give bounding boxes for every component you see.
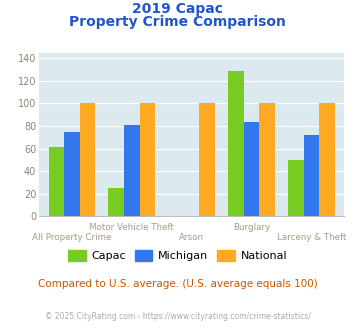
Bar <box>200 104 215 216</box>
Text: Burglary: Burglary <box>233 223 270 232</box>
Bar <box>304 135 319 216</box>
Bar <box>80 104 95 216</box>
Legend: Capac, Michigan, National: Capac, Michigan, National <box>64 246 291 266</box>
Bar <box>109 188 124 216</box>
Bar <box>228 71 244 216</box>
Bar <box>319 104 335 216</box>
Bar <box>288 160 304 216</box>
Bar <box>140 104 155 216</box>
Bar <box>124 125 140 216</box>
Text: Motor Vehicle Theft: Motor Vehicle Theft <box>89 223 174 232</box>
Text: Larceny & Theft: Larceny & Theft <box>277 233 346 242</box>
Text: Arson: Arson <box>179 233 204 242</box>
Text: 2019 Capac: 2019 Capac <box>132 2 223 16</box>
Text: © 2025 CityRating.com - https://www.cityrating.com/crime-statistics/: © 2025 CityRating.com - https://www.city… <box>45 312 310 321</box>
Bar <box>244 121 260 216</box>
Bar <box>64 132 80 216</box>
Text: All Property Crime: All Property Crime <box>32 233 112 242</box>
Text: Property Crime Comparison: Property Crime Comparison <box>69 15 286 29</box>
Text: Compared to U.S. average. (U.S. average equals 100): Compared to U.S. average. (U.S. average … <box>38 279 317 289</box>
Bar <box>260 104 275 216</box>
Bar <box>49 148 64 216</box>
